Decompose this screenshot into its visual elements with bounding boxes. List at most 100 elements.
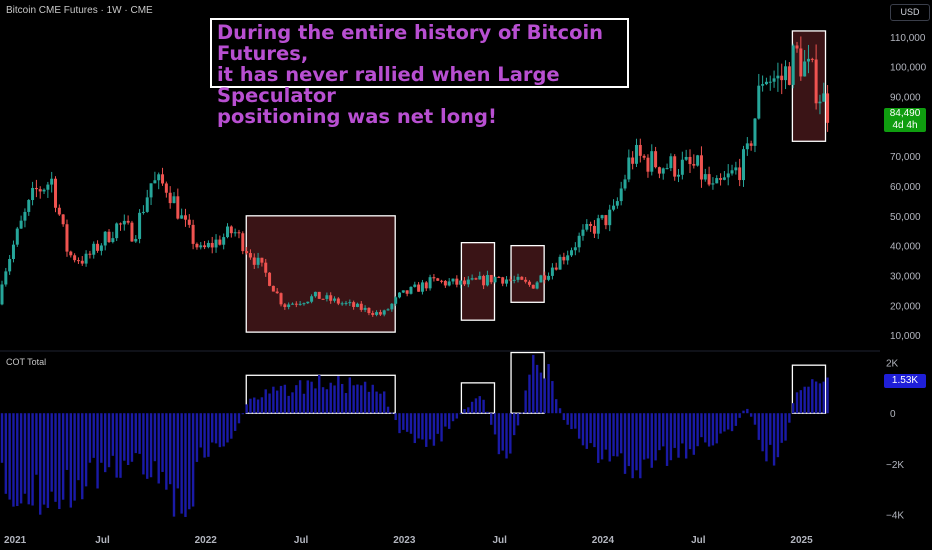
cot-bar xyxy=(749,413,753,417)
currency-selector[interactable]: USD xyxy=(890,4,930,21)
cot-bar xyxy=(386,406,390,414)
time-axis-tick: 2025 xyxy=(790,535,813,546)
candle-body xyxy=(604,215,608,226)
candle-body xyxy=(176,196,180,219)
cot-bar xyxy=(138,413,141,454)
candle-body xyxy=(73,255,77,261)
annotation-line: it has never rallied when Large Speculat… xyxy=(217,63,560,107)
candle-body xyxy=(780,75,784,81)
cot-bar xyxy=(207,413,210,457)
cot-bar xyxy=(107,413,111,468)
candle-body xyxy=(814,59,818,104)
candle-body xyxy=(501,277,505,284)
candle-body xyxy=(302,303,306,305)
cot-bar xyxy=(684,413,688,459)
cot-bar xyxy=(272,386,275,414)
cot-bar xyxy=(566,413,569,425)
candle-body xyxy=(4,271,8,285)
candle-body xyxy=(287,304,291,308)
cot-bar xyxy=(291,392,294,414)
bar-countdown: 4d 4h xyxy=(892,120,918,131)
cot-bar xyxy=(19,413,23,504)
candle-body xyxy=(612,205,616,210)
cot-bar xyxy=(245,404,248,414)
candle-body xyxy=(654,151,658,168)
candle-body xyxy=(726,173,730,178)
cot-bar xyxy=(279,385,283,414)
cot-bar xyxy=(673,413,676,448)
cot-bar xyxy=(711,413,715,446)
price-axis-tick: 90,000 xyxy=(890,93,921,104)
candle-body xyxy=(661,168,665,174)
cot-bar xyxy=(822,381,825,414)
candle-body xyxy=(776,75,780,79)
cot-bar xyxy=(761,413,764,452)
candle-body xyxy=(355,303,359,307)
cot-bar xyxy=(253,397,256,414)
cot-bar xyxy=(727,413,730,430)
candle-body xyxy=(803,61,807,77)
cot-bar xyxy=(218,413,222,448)
candle-body xyxy=(359,303,363,310)
cot-bar xyxy=(306,380,309,414)
cot-bar xyxy=(631,413,634,479)
candle-body xyxy=(241,233,245,252)
cot-bar xyxy=(677,413,680,458)
price-axis-tick: 60,000 xyxy=(890,182,921,193)
candle-body xyxy=(761,84,765,86)
cot-bar xyxy=(516,413,520,426)
cot-bar xyxy=(283,384,287,414)
candle-body xyxy=(333,298,337,301)
time-axis-tick: 2021 xyxy=(4,535,27,546)
cot-bar xyxy=(367,391,371,414)
candle-body xyxy=(298,303,302,305)
candle-body xyxy=(138,212,142,239)
cot-bar xyxy=(126,413,130,465)
candle-body xyxy=(122,220,126,225)
cot-bar xyxy=(191,413,195,507)
cot-bar xyxy=(623,413,627,474)
cot-bar xyxy=(233,413,237,431)
candle-body xyxy=(619,188,623,202)
candle-body xyxy=(745,143,749,150)
highlight-boxes xyxy=(245,30,827,414)
cot-bar xyxy=(734,413,738,426)
cot-bar xyxy=(4,413,8,494)
cot-bar xyxy=(275,390,279,414)
candle-body xyxy=(275,291,279,294)
candle-body xyxy=(707,174,711,185)
cot-bar xyxy=(54,413,57,502)
cot-bar xyxy=(555,399,558,414)
cot-bar xyxy=(811,379,814,414)
cot-bar xyxy=(490,413,493,425)
cot-bar xyxy=(184,413,187,517)
cot-bar xyxy=(451,413,455,422)
candle-body xyxy=(130,222,134,242)
cot-bar xyxy=(574,413,577,429)
candle-body xyxy=(822,93,826,102)
cot-bar xyxy=(73,413,76,501)
cot-bar xyxy=(81,413,84,500)
cot-bar xyxy=(398,413,401,434)
cot-bar xyxy=(256,399,260,414)
time-axis-tick: 2024 xyxy=(592,535,615,546)
candle-body xyxy=(69,251,73,256)
candle-body xyxy=(23,211,27,221)
candle-body xyxy=(592,225,596,234)
cot-bar xyxy=(639,413,642,479)
candle-body xyxy=(145,197,149,212)
candle-body xyxy=(508,279,512,281)
candle-body xyxy=(237,232,241,234)
candle-body xyxy=(195,243,199,248)
chart-title: Bitcoin CME Futures · 1W · CME xyxy=(6,5,153,16)
candle-body xyxy=(558,256,562,270)
candle-body xyxy=(271,285,275,292)
candle-body xyxy=(111,238,115,243)
candle-body xyxy=(398,292,402,298)
time-axis-tick: Jul xyxy=(493,535,508,546)
candle-body xyxy=(203,245,207,248)
candle-body xyxy=(757,85,761,119)
candle-body xyxy=(462,280,466,285)
cot-bar xyxy=(153,413,157,462)
